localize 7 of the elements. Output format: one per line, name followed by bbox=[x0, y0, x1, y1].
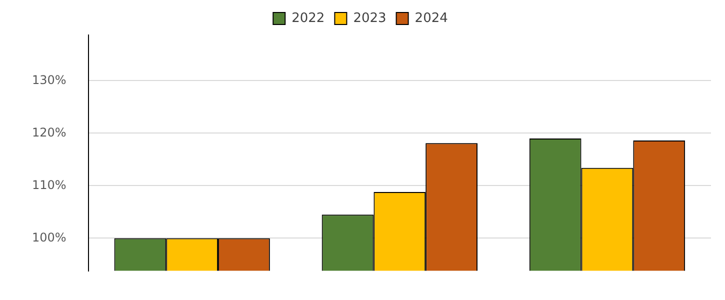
y-tick-label: 100% bbox=[32, 230, 66, 244]
legend-label: 2022 bbox=[292, 10, 325, 26]
y-tick-label: 120% bbox=[32, 125, 66, 140]
legend-label: 2023 bbox=[353, 10, 386, 26]
legend-label: 2024 bbox=[414, 10, 448, 26]
y-tick-label: 130% bbox=[32, 72, 66, 87]
y-tick-label: 110% bbox=[32, 178, 66, 192]
